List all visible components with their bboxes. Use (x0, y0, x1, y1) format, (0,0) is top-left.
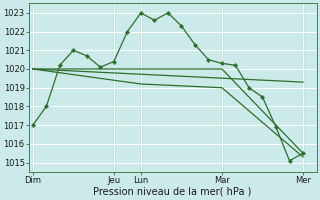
X-axis label: Pression niveau de la mer( hPa ): Pression niveau de la mer( hPa ) (93, 187, 252, 197)
